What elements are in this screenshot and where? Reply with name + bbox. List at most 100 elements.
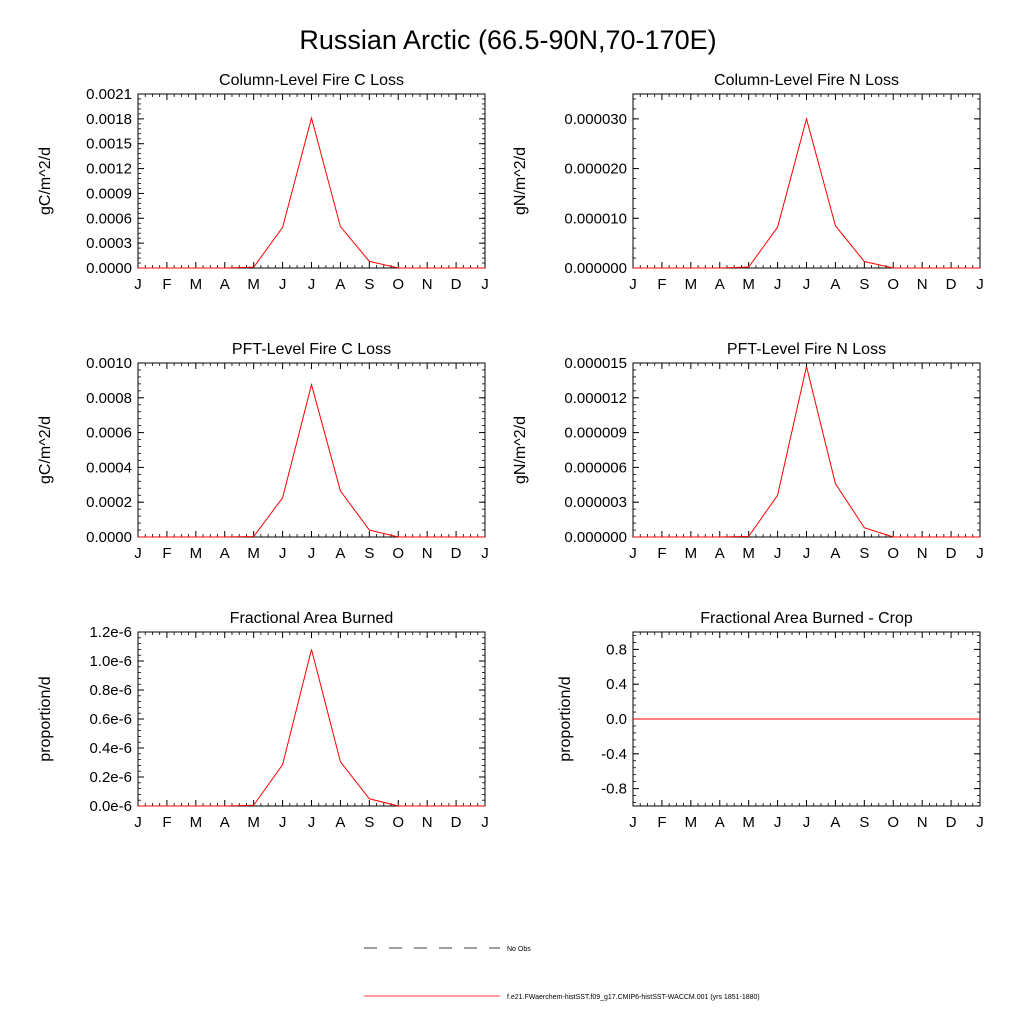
x-tick-label: M <box>685 276 698 293</box>
x-tick-label: N <box>422 814 433 831</box>
x-tick-label: S <box>364 276 374 293</box>
y-tick-label: 0.2e-6 <box>89 769 132 786</box>
y-tick-label: 0.000000 <box>564 260 627 277</box>
plot-frame <box>137 631 486 807</box>
y-tick-label: 0.8 <box>606 641 627 658</box>
x-tick-label: M <box>742 276 755 293</box>
y-tick-label: 0.000020 <box>564 161 627 178</box>
x-tick-label: M <box>742 814 755 831</box>
y-tick-label: 0.0006 <box>86 425 132 442</box>
x-tick-label: J <box>134 276 142 293</box>
y-axis-label: gC/m^2/d <box>37 147 54 215</box>
x-tick-label: J <box>774 814 782 831</box>
y-tick-label: 0.0e-6 <box>89 798 132 815</box>
y-tick-label: 0.0003 <box>86 235 132 252</box>
x-tick-label: S <box>859 814 869 831</box>
main-title: Russian Arctic (66.5-90N,70-170E) <box>299 25 716 55</box>
x-tick-label: M <box>685 814 698 831</box>
x-tick-label: D <box>946 814 957 831</box>
y-tick-label: -0.4 <box>601 746 627 763</box>
plot-frame <box>137 93 486 269</box>
y-tick-label: 0.0006 <box>86 210 132 227</box>
x-tick-label: M <box>190 814 203 831</box>
y-tick-label: -0.8 <box>601 781 627 798</box>
x-tick-label: A <box>830 814 840 831</box>
panel-title: Column-Level Fire C Loss <box>219 72 404 89</box>
plot-frame <box>632 362 981 538</box>
x-tick-label: J <box>308 276 316 293</box>
y-tick-label: 0.0018 <box>86 111 132 128</box>
panel-title: PFT-Level Fire N Loss <box>727 341 886 358</box>
x-tick-label: S <box>859 545 869 562</box>
series-line <box>138 382 485 538</box>
x-tick-label: M <box>190 545 203 562</box>
x-tick-label: F <box>657 814 666 831</box>
x-tick-label: S <box>364 545 374 562</box>
x-tick-label: F <box>162 276 171 293</box>
x-tick-label: O <box>887 814 899 831</box>
y-tick-label: 0.000000 <box>564 529 627 546</box>
x-tick-label: O <box>392 545 404 562</box>
series-line <box>138 116 485 269</box>
x-tick-label: J <box>308 545 316 562</box>
y-tick-label: 0.000012 <box>564 390 627 407</box>
x-tick-label: N <box>422 545 433 562</box>
y-tick-label: 0.0008 <box>86 390 132 407</box>
x-tick-label: F <box>162 814 171 831</box>
x-tick-label: A <box>220 545 230 562</box>
y-tick-label: 0.0021 <box>86 86 132 103</box>
x-tick-label: J <box>774 545 782 562</box>
x-tick-label: S <box>364 814 374 831</box>
y-axis-label: gN/m^2/d <box>512 416 529 484</box>
y-tick-label: 0.6e-6 <box>89 711 132 728</box>
panel-title: Fractional Area Burned <box>230 610 394 627</box>
y-tick-label: 0.0015 <box>86 136 132 153</box>
x-tick-label: A <box>335 545 345 562</box>
x-tick-label: J <box>803 545 811 562</box>
x-tick-label: O <box>887 276 899 293</box>
panel-title: PFT-Level Fire C Loss <box>232 341 391 358</box>
y-tick-label: 0.000003 <box>564 494 627 511</box>
x-tick-label: O <box>392 276 404 293</box>
series-line <box>138 649 485 807</box>
x-tick-label: A <box>715 814 725 831</box>
panel-title: Fractional Area Burned - Crop <box>700 610 913 627</box>
x-tick-label: F <box>657 276 666 293</box>
x-tick-label: A <box>715 276 725 293</box>
x-tick-label: J <box>481 276 489 293</box>
y-tick-label: 0.0010 <box>86 355 132 372</box>
legend-label-model: f.e21.FWaerchem-histSST.f09_g17.CMIP6-hi… <box>507 994 760 1001</box>
x-tick-label: D <box>451 545 462 562</box>
y-axis-label: gC/m^2/d <box>37 416 54 484</box>
y-tick-label: 0.0 <box>606 711 627 728</box>
y-tick-label: 0.000009 <box>564 425 627 442</box>
y-tick-label: 0.000006 <box>564 459 627 476</box>
series-line <box>633 366 980 538</box>
x-tick-label: J <box>976 276 984 293</box>
x-tick-label: D <box>946 545 957 562</box>
x-tick-label: J <box>976 545 984 562</box>
series-line <box>633 116 980 269</box>
x-tick-label: N <box>422 276 433 293</box>
x-tick-label: J <box>803 814 811 831</box>
x-tick-label: A <box>715 545 725 562</box>
x-tick-label: M <box>247 814 260 831</box>
x-tick-label: J <box>774 276 782 293</box>
x-tick-label: A <box>830 545 840 562</box>
x-tick-label: J <box>629 545 637 562</box>
x-tick-label: A <box>335 814 345 831</box>
y-axis-label: proportion/d <box>557 676 574 761</box>
x-tick-label: J <box>803 276 811 293</box>
x-tick-label: J <box>279 276 287 293</box>
x-tick-label: J <box>629 276 637 293</box>
x-tick-label: J <box>481 814 489 831</box>
y-tick-label: 0.0004 <box>86 459 132 476</box>
y-tick-label: 0.4 <box>606 676 627 693</box>
